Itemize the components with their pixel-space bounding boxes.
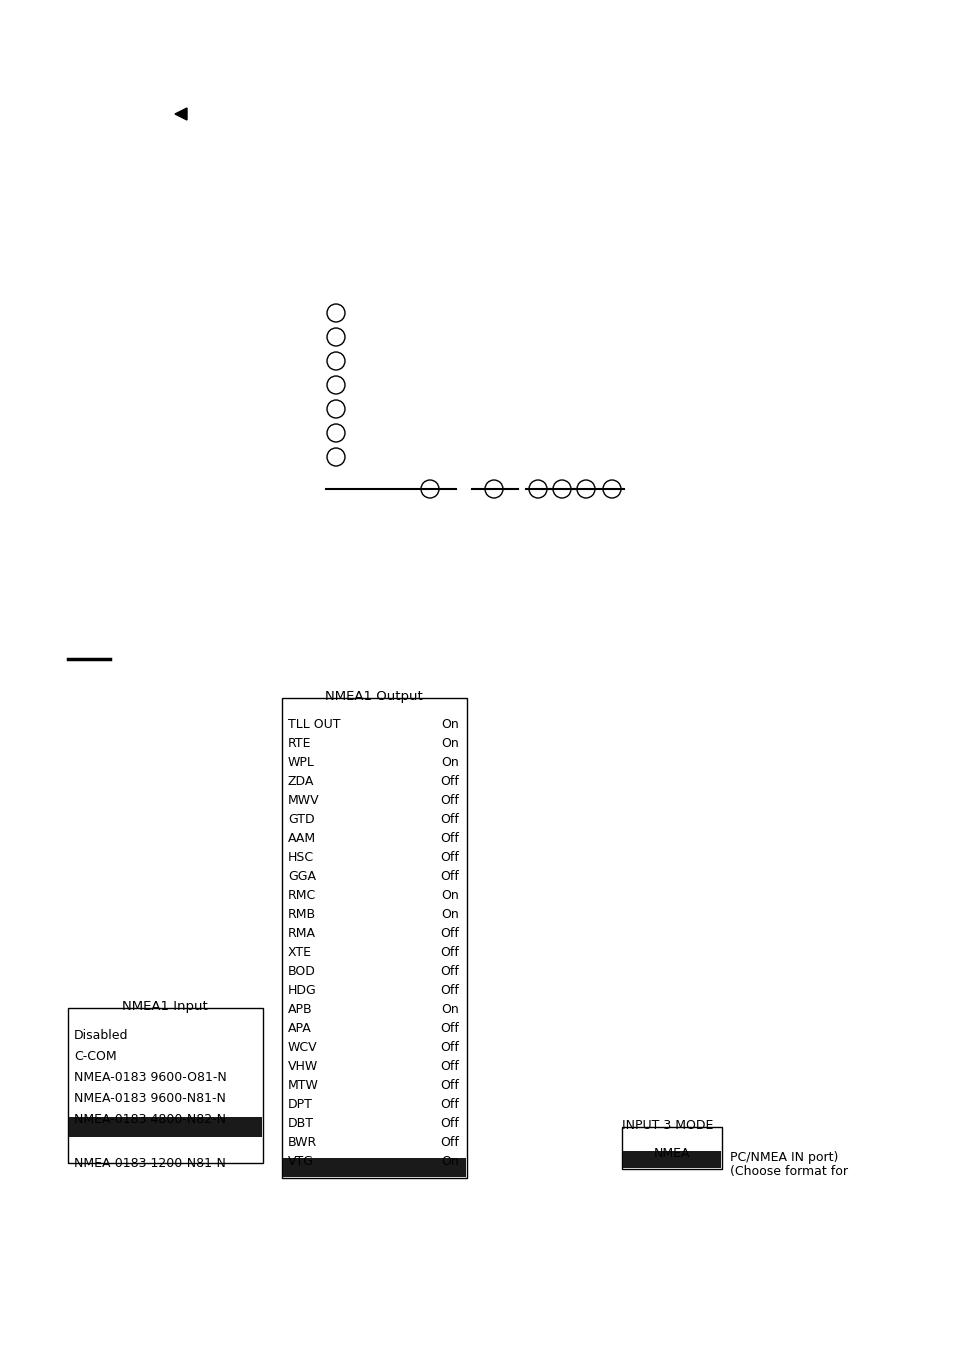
Text: MTW: MTW (288, 1079, 318, 1092)
Text: Off: Off (439, 1136, 458, 1148)
Text: NMEA-0183 9600-N81-N: NMEA-0183 9600-N81-N (74, 1092, 226, 1105)
Bar (68, 1008, 263, 1163)
Polygon shape (174, 108, 187, 120)
Text: Off: Off (439, 1021, 458, 1035)
Circle shape (553, 480, 571, 499)
Text: Off: Off (439, 927, 458, 940)
Text: XTE: XTE (288, 946, 312, 959)
Text: NMEA1 Input: NMEA1 Input (122, 1000, 208, 1013)
Text: APB: APB (288, 1002, 313, 1016)
Circle shape (602, 480, 620, 499)
Text: DBT: DBT (288, 1117, 314, 1129)
Text: BOD: BOD (288, 965, 315, 978)
Text: BWR: BWR (288, 1136, 317, 1148)
Text: NMEA-0183 1200-N81-N: NMEA-0183 1200-N81-N (74, 1156, 226, 1170)
Text: C-COM: C-COM (74, 1050, 116, 1063)
Text: ZDA: ZDA (288, 775, 314, 788)
Text: RMC: RMC (288, 889, 315, 902)
Text: On: On (441, 757, 458, 769)
Text: WPL: WPL (288, 757, 314, 769)
Text: AAM: AAM (288, 832, 315, 844)
Text: NMEA-0183 4800-N82-N: NMEA-0183 4800-N82-N (74, 1113, 226, 1125)
Text: On: On (441, 738, 458, 750)
Text: Off: Off (439, 851, 458, 865)
Text: Off: Off (439, 832, 458, 844)
Text: Off: Off (439, 984, 458, 997)
Circle shape (327, 376, 345, 394)
Bar (283, 1158, 465, 1177)
Text: GGA: GGA (288, 870, 315, 884)
Text: INPUT 3 MODE: INPUT 3 MODE (621, 1119, 713, 1132)
Text: TLL OUT: TLL OUT (288, 717, 340, 731)
Text: RMB: RMB (288, 908, 315, 921)
Bar (621, 1127, 721, 1169)
Text: Off: Off (439, 775, 458, 788)
Text: WCV: WCV (288, 1042, 317, 1054)
Text: APA: APA (288, 1021, 312, 1035)
Text: On: On (441, 1155, 458, 1169)
Text: Off: Off (439, 946, 458, 959)
Text: NMEA1 Output: NMEA1 Output (325, 690, 422, 703)
Text: MWV: MWV (288, 794, 319, 807)
Circle shape (327, 449, 345, 466)
Text: HSC: HSC (288, 851, 314, 865)
Text: NMEA: NMEA (653, 1147, 690, 1161)
Circle shape (577, 480, 595, 499)
Text: PC/NMEA IN port): PC/NMEA IN port) (729, 1151, 838, 1165)
Text: Off: Off (439, 1098, 458, 1111)
Text: On: On (441, 1002, 458, 1016)
Circle shape (529, 480, 546, 499)
Circle shape (420, 480, 438, 499)
Text: RTE: RTE (288, 738, 312, 750)
Text: On: On (441, 717, 458, 731)
Text: Off: Off (439, 794, 458, 807)
Circle shape (327, 353, 345, 370)
Bar (282, 698, 467, 1178)
Text: On: On (441, 889, 458, 902)
Text: Off: Off (439, 965, 458, 978)
Text: DPT: DPT (288, 1098, 313, 1111)
Text: RMA: RMA (288, 927, 315, 940)
Text: Off: Off (439, 870, 458, 884)
Text: On: On (441, 908, 458, 921)
Bar (69, 1117, 262, 1138)
Text: Off: Off (439, 1117, 458, 1129)
Text: NMEA-0183 9600-O81-N: NMEA-0183 9600-O81-N (74, 1071, 227, 1084)
Circle shape (327, 304, 345, 322)
Circle shape (327, 400, 345, 417)
Text: Off: Off (439, 1061, 458, 1073)
Text: (Choose format for: (Choose format for (729, 1165, 847, 1178)
Text: Off: Off (439, 1042, 458, 1054)
Circle shape (327, 424, 345, 442)
Text: Off: Off (439, 813, 458, 825)
Circle shape (327, 328, 345, 346)
Bar (622, 1151, 720, 1169)
Circle shape (484, 480, 502, 499)
Text: Off: Off (439, 1079, 458, 1092)
Text: VHW: VHW (288, 1061, 318, 1073)
Text: HDG: HDG (288, 984, 316, 997)
Text: GTD: GTD (288, 813, 314, 825)
Text: VTG: VTG (288, 1155, 314, 1169)
Text: Disabled: Disabled (74, 1029, 129, 1042)
